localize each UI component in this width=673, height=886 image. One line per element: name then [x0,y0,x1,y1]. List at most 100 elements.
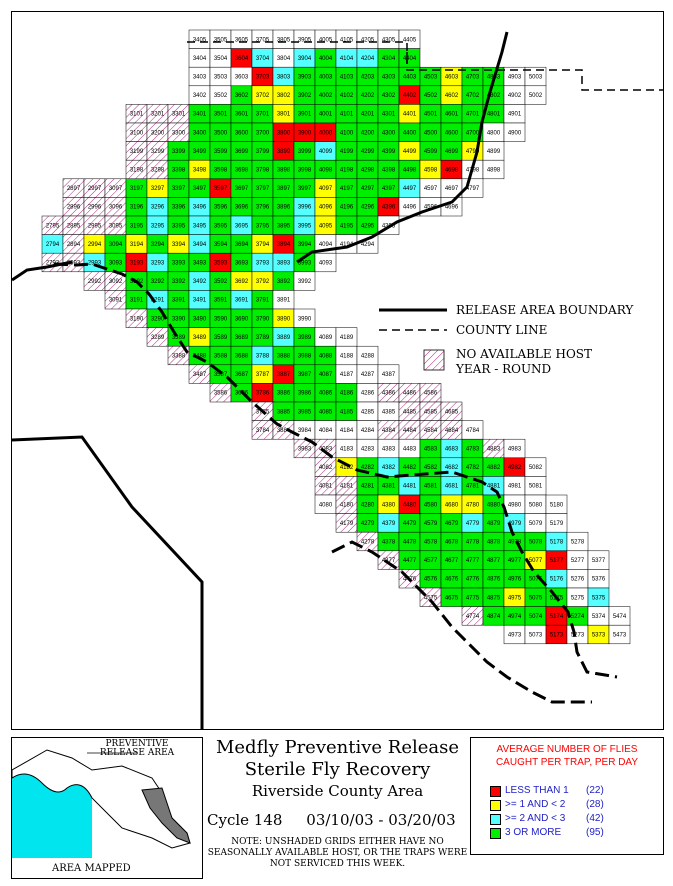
grid-cell-label: 5076 [529,577,543,583]
grid-cell-label: 3797 [256,186,270,192]
grid-cell-label: 4700 [466,130,480,136]
grid-cell-label: 3796 [256,205,270,211]
grid-cell-3891: 3891 [272,290,295,310]
grid-cell-label: 3985 [298,409,312,415]
grid-cell-label: 3894 [277,242,291,248]
legend-item-label: 3 OR MORE [505,827,562,838]
grid-cell-label: 4480 [403,502,417,508]
grid-cell-label: 4774 [466,614,480,620]
grid-cell-3190: 3190 [125,308,148,328]
grid-cell-3591: 3591 [209,290,232,310]
grid-cell-label: 3404 [193,56,207,62]
grid-cell-label: 5275 [571,595,585,601]
grid-cell-label: 4299 [361,149,375,155]
grid-cell-5079: 5079 [524,513,547,533]
grid-cell-3996: 3996 [293,197,316,217]
grid-cell-4105: 4105 [335,29,358,49]
grid-cell-label: 4185 [340,409,354,415]
grid-cell-label: 4683 [445,447,459,453]
grid-cell-label: 4099 [319,149,333,155]
grid-cell-4083: 4083 [314,438,337,459]
legend-item-count: (22) [586,785,604,796]
grid-cell-label: 4284 [361,428,375,434]
grid-cell-label: 4875 [487,595,501,601]
grid-cell-label: 3799 [256,149,270,155]
grid-cell-label: 3687 [235,372,249,378]
grid-cell-4084: 4084 [314,420,337,440]
grid-cell-5276: 5276 [566,569,589,589]
grid-cell-label: 3701 [256,112,270,118]
grid-cell-label: 4899 [487,149,501,155]
grid-cell-3603: 3603 [230,66,253,87]
grid-cell-label: 3488 [193,354,207,360]
grid-cell-label: 5178 [550,540,564,546]
grid-cell-4080: 4080 [314,494,337,514]
grid-cell-3887: 3887 [272,364,295,384]
grid-cell-label: 4498 [403,168,417,174]
grid-cell-3694: 3694 [230,234,253,254]
grid-cell-4385: 4385 [377,401,400,421]
grid-cell-4298: 4298 [356,159,379,180]
grid-cell-label: 3190 [130,316,144,322]
grid-cell-label: 3898 [277,168,291,174]
grid-cell-label: 3998 [298,168,312,174]
grid-cell-label: 4280 [361,502,375,508]
grid-cell-label: 3593 [214,261,228,267]
grid-cell-3289: 3289 [146,327,169,347]
grid-cell-5078: 5078 [524,531,547,552]
grid-cell-label: 4402 [403,93,417,99]
grid-cell-label: 4095 [319,223,333,229]
grid-cell-label: 4679 [445,521,459,527]
grid-cell-label: 4303 [382,75,396,81]
coast-line-lower [12,435,204,729]
grid-cell-label: 3899 [277,149,291,155]
grid-cell-label: 4576 [424,577,438,583]
grid-cell-3096: 3096 [104,197,127,217]
grid-cell-3703: 3703 [251,66,274,87]
grid-cell-label: 3402 [193,93,207,99]
grid-cell-label: 4697 [445,186,459,192]
grid-cell-label: 4286 [361,391,375,397]
grid-cell-label: 4874 [487,614,501,620]
grid-cell-4583: 4583 [419,438,442,459]
cycle-label: Cycle 148 [207,811,283,829]
grid-cell-label: 4477 [403,558,417,564]
grid-cell-label: 5073 [529,633,543,639]
grid-cell-label: 3791 [256,298,270,304]
grid-cell-label: 3301 [172,112,186,118]
grid-cell-4203: 4203 [356,66,379,87]
grid-cell-4598: 4598 [419,159,442,180]
grid-cell-4780: 4780 [461,494,484,514]
grid-cell-3889: 3889 [272,327,295,347]
grid-cell-label: 5273 [571,633,585,639]
grid-cell-4877: 4877 [482,550,505,570]
grid-cell-label: 3802 [277,93,291,99]
grid-cell-label: 4880 [487,502,501,508]
grid-cell-3904: 3904 [293,48,316,68]
legend-item-green: 3 OR MORE (95) [490,827,604,839]
grid-cell-5277: 5277 [566,550,589,570]
grid-cell-label: 5075 [529,595,543,601]
grid-cell-3896: 3896 [272,197,295,217]
grid-cell-4404: 4404 [398,48,421,68]
grid-cell-label: 3789 [256,335,270,341]
grid-cell-3902: 3902 [293,85,316,105]
grid-cell-label: 4179 [340,521,354,527]
grid-cell-4702: 4702 [461,85,484,105]
grid-cell-4096: 4096 [314,197,337,217]
grid-cell-label: 3695 [235,223,249,229]
grid-cell-label: 5374 [592,614,606,620]
grid-cell-4081: 4081 [314,476,337,496]
grid-cell-4098: 4098 [314,159,337,180]
grid-cell-4597: 4597 [419,178,442,198]
grid-cell-4898: 4898 [482,159,505,180]
grid-cell-3295: 3295 [146,215,169,235]
grid-cell-label: 3801 [277,112,291,118]
grid-cell-label: 4701 [466,112,480,118]
grid-cell-label: 4003 [319,75,333,81]
grid-cell-label: 3394 [172,242,186,248]
grid-cell-label: 3884 [277,428,291,434]
grid-cell-4681: 4681 [440,476,463,496]
grid-cell-3801: 3801 [272,104,295,124]
grid-cell-4478: 4478 [398,531,421,552]
